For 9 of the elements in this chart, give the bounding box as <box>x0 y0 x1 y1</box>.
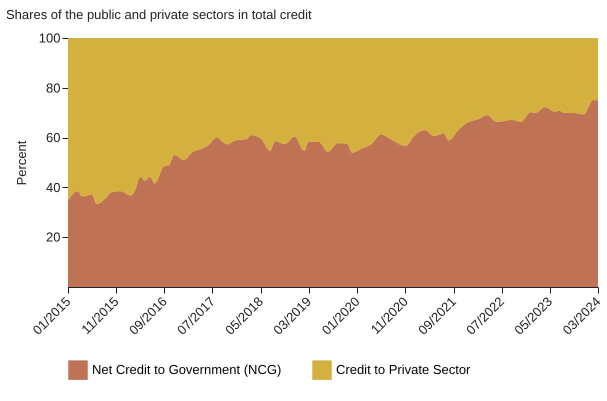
y-tick-label: 20 <box>46 230 60 245</box>
y-tick-label: 60 <box>46 130 60 146</box>
y-axis-title: Percent <box>14 140 29 186</box>
y-tick-label: 100 <box>38 30 60 46</box>
legend-label: Net Credit to Government (NCG) <box>92 362 282 378</box>
y-tick-label: 40 <box>46 180 60 195</box>
legend-label: Credit to Private Sector <box>336 362 472 378</box>
y-tick-label: 80 <box>46 80 60 96</box>
chart-title: Shares of the public and private sectors in total credit <box>6 7 312 22</box>
